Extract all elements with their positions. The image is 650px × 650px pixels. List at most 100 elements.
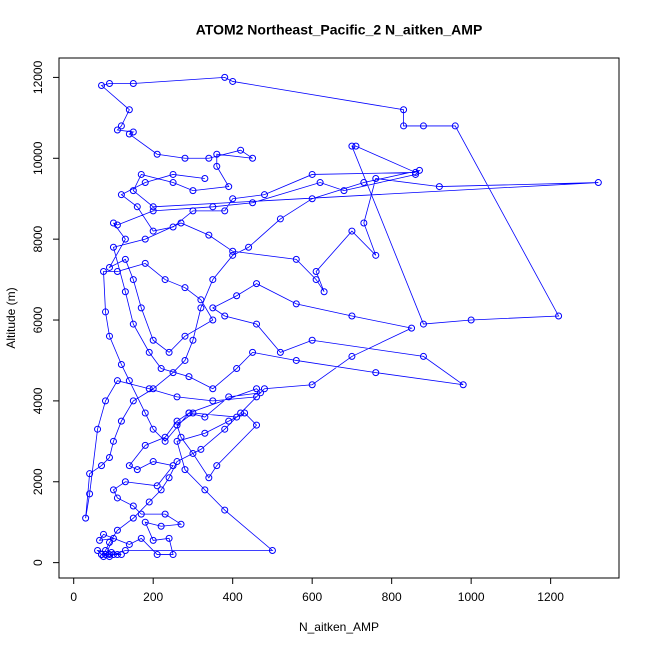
point xyxy=(117,361,125,369)
point xyxy=(141,409,149,417)
point xyxy=(312,267,320,275)
point xyxy=(308,170,316,178)
point xyxy=(129,502,137,510)
point xyxy=(308,381,316,389)
point xyxy=(169,462,177,470)
point xyxy=(451,122,459,130)
point xyxy=(149,207,157,215)
point xyxy=(94,425,102,433)
point xyxy=(137,534,145,542)
point xyxy=(209,304,217,312)
point xyxy=(165,474,173,482)
point xyxy=(189,449,197,457)
point xyxy=(153,150,161,158)
y-tick-label: 10000 xyxy=(31,141,45,175)
point xyxy=(412,170,420,178)
point xyxy=(209,203,217,211)
point xyxy=(205,474,213,482)
point xyxy=(149,536,157,544)
point xyxy=(249,199,257,207)
point xyxy=(145,385,153,393)
x-tick-label: 800 xyxy=(382,590,402,604)
point xyxy=(201,413,209,421)
point xyxy=(249,154,257,162)
point xyxy=(221,425,229,433)
point xyxy=(121,547,129,555)
point xyxy=(149,425,157,433)
point xyxy=(308,195,316,203)
point xyxy=(137,304,145,312)
point xyxy=(113,221,121,229)
point xyxy=(173,437,181,445)
point xyxy=(253,385,261,393)
point xyxy=(213,162,221,170)
point xyxy=(109,551,117,559)
point xyxy=(237,409,245,417)
point xyxy=(197,445,205,453)
point xyxy=(348,312,356,320)
point xyxy=(205,154,213,162)
point xyxy=(221,73,229,81)
point xyxy=(149,336,157,344)
point xyxy=(189,409,197,417)
point xyxy=(129,397,137,405)
point xyxy=(113,126,121,134)
y-tick-label: 4000 xyxy=(31,387,45,414)
point xyxy=(400,122,408,130)
point xyxy=(145,498,153,506)
y-axis-label: Altitude (m) xyxy=(4,287,18,348)
point xyxy=(419,320,427,328)
point xyxy=(189,187,197,195)
point xyxy=(320,288,328,296)
x-tick-label: 1000 xyxy=(458,590,485,604)
point xyxy=(121,478,129,486)
point xyxy=(229,77,237,85)
point xyxy=(121,255,129,263)
point xyxy=(181,356,189,364)
point xyxy=(157,365,165,373)
point xyxy=(372,369,380,377)
point xyxy=(348,142,356,150)
point xyxy=(137,170,145,178)
point xyxy=(253,393,261,401)
point xyxy=(121,288,129,296)
x-tick-label: 1200 xyxy=(537,590,564,604)
point xyxy=(109,437,117,445)
point xyxy=(209,276,217,284)
point xyxy=(141,259,149,267)
point xyxy=(276,215,284,223)
point xyxy=(105,538,113,546)
y-tick-label: 0 xyxy=(31,559,45,566)
point xyxy=(107,549,115,557)
point xyxy=(459,381,467,389)
point xyxy=(225,183,233,191)
point xyxy=(205,231,213,239)
point xyxy=(105,263,113,271)
point xyxy=(197,304,205,312)
point xyxy=(372,251,380,259)
point xyxy=(141,179,149,187)
point xyxy=(292,300,300,308)
point xyxy=(209,385,217,393)
point xyxy=(253,280,261,288)
point xyxy=(121,235,129,243)
point xyxy=(555,312,563,320)
point xyxy=(209,397,217,405)
point xyxy=(268,547,276,555)
point xyxy=(109,219,117,227)
point xyxy=(412,168,420,176)
point xyxy=(229,251,237,259)
point xyxy=(181,332,189,340)
point xyxy=(129,128,137,136)
point xyxy=(181,154,189,162)
point xyxy=(213,150,221,158)
point xyxy=(102,551,110,559)
point xyxy=(594,179,602,187)
point xyxy=(308,336,316,344)
point xyxy=(241,409,249,417)
point xyxy=(105,454,113,462)
point xyxy=(177,520,185,528)
point xyxy=(133,466,141,474)
point xyxy=(181,284,189,292)
